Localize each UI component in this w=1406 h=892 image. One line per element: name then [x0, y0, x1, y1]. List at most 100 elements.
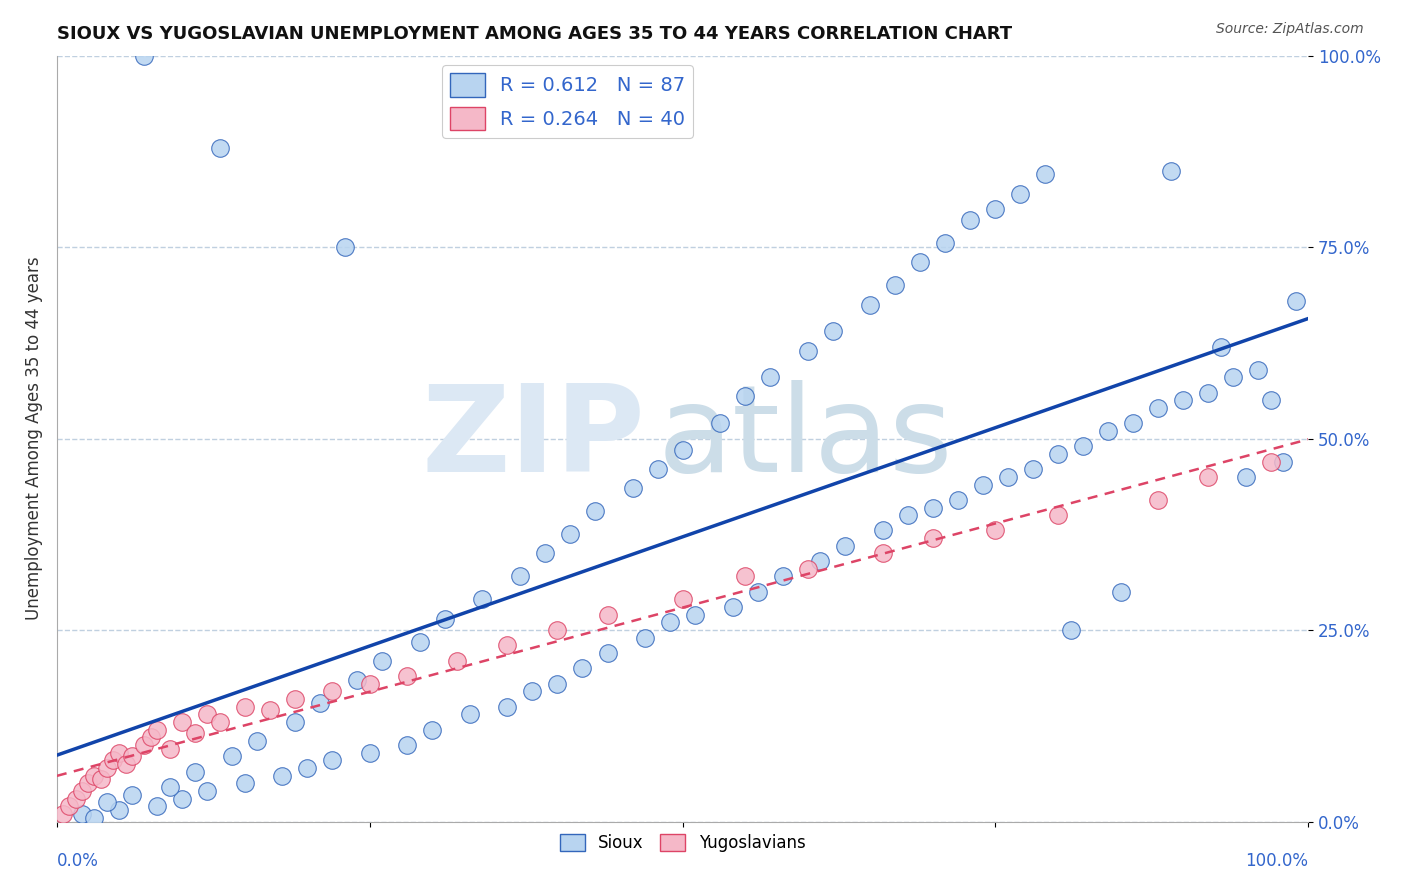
- Point: [52, 806, 75, 821]
- Point: [471, 592, 494, 607]
- Point: [420, 723, 443, 737]
- Point: [796, 343, 818, 358]
- Y-axis label: Unemployment Among Ages 35 to 44 years: Unemployment Among Ages 35 to 44 years: [25, 257, 44, 621]
- Point: [1171, 393, 1194, 408]
- Point: [1160, 163, 1182, 178]
- Point: [897, 508, 920, 523]
- Point: [233, 776, 256, 790]
- Point: [1222, 370, 1244, 384]
- Point: [534, 546, 557, 560]
- Point: [308, 696, 330, 710]
- Point: [1234, 470, 1257, 484]
- Point: [1022, 462, 1045, 476]
- Point: [821, 324, 844, 338]
- Point: [284, 692, 307, 706]
- Point: [170, 791, 193, 805]
- Point: [808, 554, 831, 568]
- Point: [596, 607, 619, 622]
- Point: [159, 741, 181, 756]
- Point: [58, 799, 80, 814]
- Point: [195, 784, 218, 798]
- Point: [70, 806, 93, 821]
- Point: [284, 714, 307, 729]
- Text: Source: ZipAtlas.com: Source: ZipAtlas.com: [1216, 22, 1364, 37]
- Point: [208, 140, 231, 154]
- Point: [872, 524, 894, 538]
- Point: [146, 723, 169, 737]
- Point: [921, 531, 943, 545]
- Point: [83, 811, 105, 825]
- Legend: Sioux, Yugoslavians: Sioux, Yugoslavians: [553, 828, 813, 859]
- Point: [396, 669, 419, 683]
- Text: 100.0%: 100.0%: [1246, 852, 1308, 871]
- Point: [859, 297, 882, 311]
- Point: [446, 654, 468, 668]
- Point: [183, 726, 205, 740]
- Point: [1147, 492, 1170, 507]
- Point: [295, 761, 318, 775]
- Point: [659, 615, 682, 630]
- Point: [522, 684, 544, 698]
- Point: [159, 780, 181, 794]
- Point: [1059, 623, 1081, 637]
- Point: [409, 634, 432, 648]
- Point: [671, 443, 693, 458]
- Point: [359, 676, 381, 690]
- Point: [1272, 454, 1295, 468]
- Point: [747, 584, 769, 599]
- Point: [246, 734, 269, 748]
- Point: [1122, 417, 1144, 431]
- Point: [359, 746, 381, 760]
- Point: [321, 753, 343, 767]
- Point: [134, 48, 156, 62]
- Point: [1285, 293, 1308, 308]
- Point: [1010, 186, 1032, 201]
- Point: [371, 654, 394, 668]
- Point: [1097, 424, 1119, 438]
- Point: [458, 707, 481, 722]
- Text: ZIP: ZIP: [422, 380, 645, 497]
- Text: SIOUX VS YUGOSLAVIAN UNEMPLOYMENT AMONG AGES 35 TO 44 YEARS CORRELATION CHART: SIOUX VS YUGOSLAVIAN UNEMPLOYMENT AMONG …: [56, 25, 1012, 43]
- Point: [1247, 362, 1270, 376]
- Point: [509, 569, 531, 583]
- Point: [796, 562, 818, 576]
- Point: [946, 492, 969, 507]
- Text: 0.0%: 0.0%: [56, 852, 98, 871]
- Text: atlas: atlas: [658, 380, 953, 497]
- Point: [139, 731, 162, 745]
- Point: [134, 738, 156, 752]
- Point: [984, 524, 1007, 538]
- Point: [721, 600, 744, 615]
- Point: [271, 768, 294, 782]
- Point: [634, 631, 657, 645]
- Point: [1109, 584, 1132, 599]
- Point: [1046, 447, 1069, 461]
- Point: [396, 738, 419, 752]
- Point: [233, 699, 256, 714]
- Point: [170, 714, 193, 729]
- Point: [934, 236, 956, 251]
- Point: [183, 764, 205, 779]
- Point: [1046, 508, 1069, 523]
- Point: [90, 772, 112, 787]
- Point: [208, 714, 231, 729]
- Point: [959, 213, 981, 227]
- Point: [671, 592, 693, 607]
- Point: [734, 389, 756, 403]
- Point: [1197, 385, 1219, 400]
- Point: [496, 639, 519, 653]
- Point: [77, 776, 100, 790]
- Point: [921, 500, 943, 515]
- Point: [884, 278, 907, 293]
- Point: [972, 477, 994, 491]
- Point: [96, 796, 118, 810]
- Point: [321, 684, 343, 698]
- Point: [433, 611, 456, 625]
- Point: [734, 569, 756, 583]
- Point: [709, 417, 731, 431]
- Point: [583, 504, 606, 518]
- Point: [1260, 393, 1282, 408]
- Point: [65, 791, 87, 805]
- Point: [121, 788, 143, 802]
- Point: [1209, 340, 1232, 354]
